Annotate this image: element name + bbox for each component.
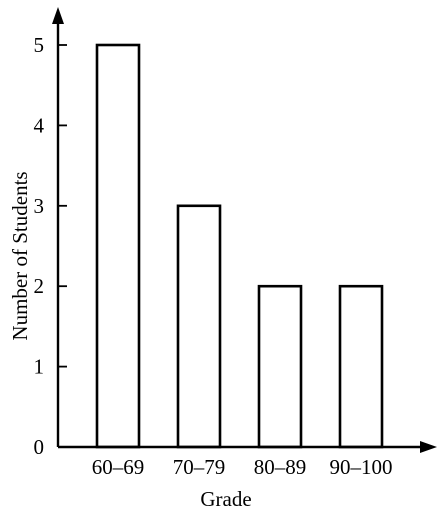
x-axis-title: Grade	[200, 487, 251, 511]
y-tick-label-2: 2	[34, 274, 45, 298]
y-axis-title: Number of Students	[8, 171, 32, 340]
x-ticks-layer: 60–69 70–79 80–89 90–100	[92, 455, 393, 479]
bars-layer	[95, 43, 384, 449]
y-axis-arrowhead	[52, 7, 64, 24]
x-tick-label-1: 60–69	[92, 455, 145, 479]
bar-1	[95, 43, 141, 449]
axes-layer	[52, 7, 437, 453]
x-tick-label-4: 90–100	[330, 455, 393, 479]
y-tick-label-0: 0	[34, 435, 45, 459]
y-ticks-layer: 0 1 2 3 4 5	[34, 33, 67, 459]
bar-4	[338, 284, 384, 449]
x-tick-label-2: 70–79	[173, 455, 226, 479]
x-axis-arrowhead	[420, 441, 437, 453]
x-tick-label-3: 80–89	[254, 455, 307, 479]
bar-3	[257, 284, 303, 449]
y-tick-label-5: 5	[34, 33, 45, 57]
y-tick-label-4: 4	[34, 113, 45, 137]
bar-2	[176, 204, 222, 449]
y-tick-label-3: 3	[34, 194, 45, 218]
y-tick-label-1: 1	[34, 355, 45, 379]
